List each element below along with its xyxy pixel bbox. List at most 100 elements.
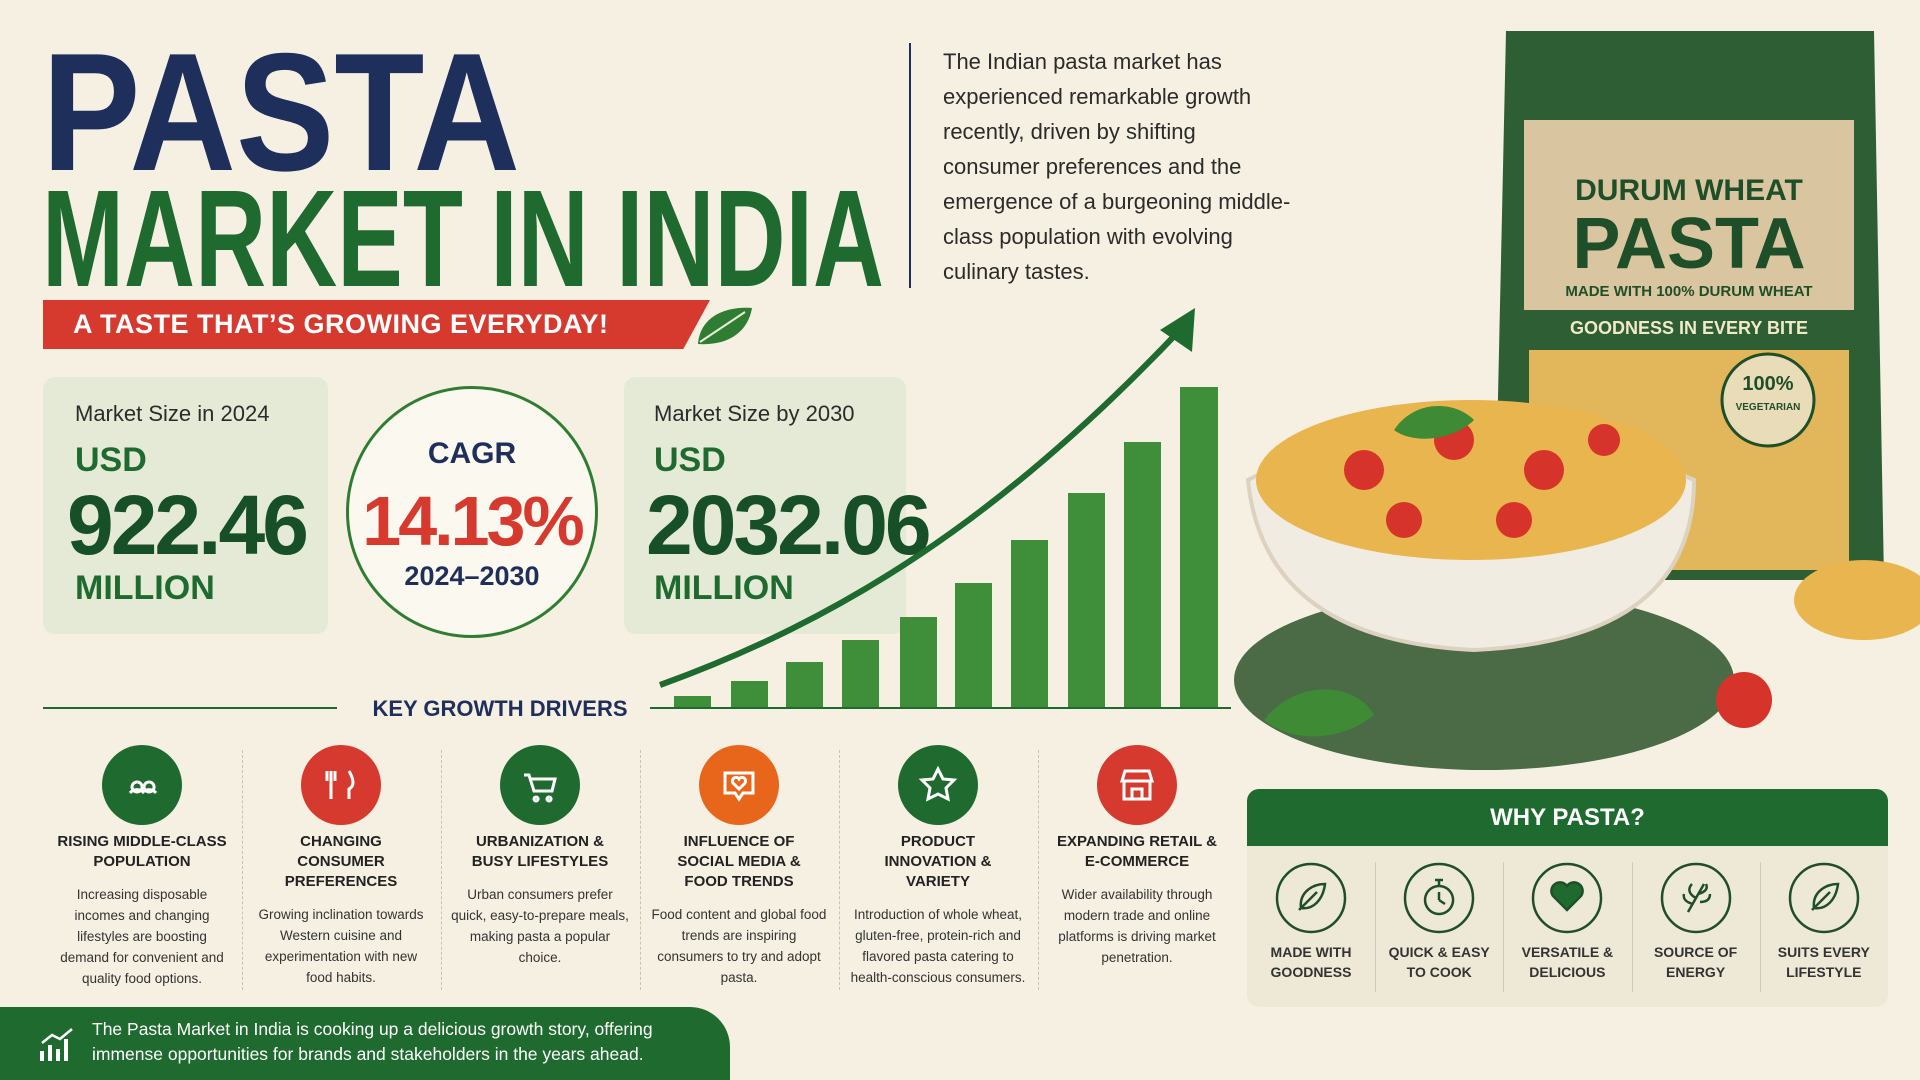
driver-separator bbox=[839, 750, 840, 990]
icon-circle bbox=[1660, 862, 1731, 934]
growth-illustration bbox=[658, 308, 1218, 708]
cagr-circle: CAGR 14.13% 2024–2030 bbox=[346, 386, 598, 638]
driver-icon bbox=[301, 745, 381, 825]
driver: RISING MIDDLE-CLASS POPULATION Increasing… bbox=[43, 740, 241, 989]
cagr-value: 14.13% bbox=[362, 482, 584, 560]
why-icon bbox=[1403, 862, 1475, 934]
footer: The Pasta Market in India is cooking up … bbox=[0, 1007, 730, 1080]
icon-glyph bbox=[1682, 883, 1711, 913]
icon-glyph bbox=[1810, 882, 1840, 911]
badge-top: 100% bbox=[1742, 373, 1793, 395]
driver: PRODUCT INNOVATION & VARIETY Introduction… bbox=[839, 740, 1037, 990]
bag-subtitle: MADE WITH 100% DURUM WHEAT bbox=[1565, 283, 1812, 300]
driver-icon bbox=[500, 745, 580, 825]
why-item: SUITS EVERY LIFESTYLE bbox=[1759, 846, 1888, 1007]
stat-value: 922.46 bbox=[67, 478, 309, 572]
drivers-rule bbox=[43, 707, 1231, 709]
driver: CHANGING CONSUMER PREFERENCES Growing inc… bbox=[242, 740, 440, 990]
icon-circle bbox=[1403, 862, 1475, 934]
driver: INFLUENCE OF SOCIAL MEDIA & FOOD TRENDS F… bbox=[640, 740, 838, 990]
driver-separator bbox=[441, 750, 442, 990]
icon-circle bbox=[1097, 745, 1177, 825]
title-art: PASTA MARKET IN INDIA bbox=[42, 18, 911, 300]
driver-text: Food content and global food trends are … bbox=[651, 907, 827, 985]
driver-title: PRODUCT INNOVATION & VARIETY bbox=[884, 833, 992, 890]
icon-circle bbox=[500, 745, 580, 825]
driver-text: Growing inclination towards Western cuis… bbox=[258, 907, 424, 985]
driver-text: Urban consumers prefer quick, easy-to-pr… bbox=[451, 887, 629, 965]
stat-card: Market Size in 2024 USD 922.46 MILLION bbox=[43, 377, 328, 634]
why-label: MADE WITH GOODNESS bbox=[1270, 944, 1352, 980]
stat-unit: MILLION bbox=[654, 569, 794, 607]
why-separator bbox=[1375, 862, 1377, 992]
why-box: WHY PASTA? MADE WITH GOODNESS QUICK & EAS… bbox=[1247, 789, 1888, 1007]
driver-icon bbox=[898, 745, 978, 825]
why-icon bbox=[1660, 862, 1731, 934]
why-separator bbox=[1503, 862, 1505, 992]
stat-value: 2032.06 bbox=[646, 478, 932, 572]
leaf-icon bbox=[698, 307, 752, 345]
driver-title: CHANGING CONSUMER PREFERENCES bbox=[284, 833, 398, 890]
icon-glyph bbox=[524, 773, 557, 803]
driver-title: URBANIZATION & BUSY LIFESTYLES bbox=[471, 833, 609, 870]
driver-separator bbox=[242, 750, 243, 990]
driver-separator bbox=[1038, 750, 1039, 990]
why-label: VERSATILE & DELICIOUS bbox=[1521, 944, 1614, 980]
footer-text: The Pasta Market in India is cooking up … bbox=[92, 1019, 653, 1064]
growth-bars bbox=[674, 387, 1218, 708]
why-icon bbox=[1532, 862, 1603, 934]
intro-text: The Indian pasta market has experienced … bbox=[943, 49, 1291, 284]
why-label: QUICK & EASY TO COOK bbox=[1388, 944, 1490, 980]
why-label: SUITS EVERY LIFESTYLE bbox=[1777, 944, 1870, 980]
driver-separator bbox=[640, 750, 641, 990]
why-item: MADE WITH GOODNESS bbox=[1247, 846, 1375, 1007]
bag-line1: DURUM WHEAT bbox=[1575, 174, 1803, 207]
tagline: A TASTE THAT’S GROWING EVERYDAY! bbox=[43, 300, 710, 349]
why-item: SOURCE OF ENERGY bbox=[1631, 846, 1760, 1007]
why-separator bbox=[1759, 862, 1761, 992]
icon-glyph bbox=[1550, 881, 1585, 912]
title-line2: MARKET IN INDIA bbox=[42, 162, 884, 300]
icon-circle bbox=[699, 745, 779, 825]
driver-text: Introduction of whole wheat, gluten-free… bbox=[850, 907, 1026, 985]
stat-unit: MILLION bbox=[75, 569, 215, 607]
stat-currency: USD bbox=[654, 441, 726, 479]
icon-circle bbox=[1275, 862, 1347, 934]
icon-circle bbox=[1788, 862, 1860, 934]
driver-icon bbox=[102, 745, 182, 825]
drivers-title: KEY GROWTH DRIVERS bbox=[372, 696, 628, 721]
icon-circle bbox=[898, 745, 978, 825]
stat-card: Market Size by 2030 USD 2032.06 MILLION bbox=[624, 377, 932, 634]
driver-title: EXPANDING RETAIL & E-COMMERCE bbox=[1056, 833, 1217, 870]
title-line1: PASTA bbox=[42, 18, 520, 206]
driver: URBANIZATION & BUSY LIFESTYLES Urban cons… bbox=[441, 740, 639, 990]
product-art: DURUM WHEAT PASTA MADE WITH 100% DURUM W… bbox=[1234, 31, 1920, 770]
why-icon bbox=[1788, 862, 1860, 934]
badge-bottom: VEGETARIAN bbox=[1736, 402, 1801, 413]
why-label: SOURCE OF ENERGY bbox=[1653, 944, 1738, 980]
icon-glyph bbox=[1298, 882, 1327, 911]
stat-currency: USD bbox=[75, 441, 147, 479]
icon-glyph bbox=[1424, 878, 1455, 916]
driver-text: Wider availability through modern trade … bbox=[1058, 887, 1216, 965]
icon-glyph bbox=[1119, 769, 1155, 801]
stat-label: Market Size by 2030 bbox=[654, 401, 855, 426]
why-item: QUICK & EASY TO COOK bbox=[1375, 846, 1503, 1007]
icon-glyph bbox=[723, 771, 755, 802]
bag-slogan: GOODNESS IN EVERY BITE bbox=[1570, 318, 1808, 338]
driver-title: INFLUENCE OF SOCIAL MEDIA & FOOD TRENDS bbox=[677, 833, 801, 890]
driver-title: RISING MIDDLE-CLASS POPULATION bbox=[57, 833, 227, 870]
cagr-period: 2024–2030 bbox=[404, 561, 540, 591]
bag-name: PASTA bbox=[1572, 204, 1805, 284]
driver: EXPANDING RETAIL & E-COMMERCE Wider avail… bbox=[1038, 740, 1236, 990]
icon-glyph bbox=[128, 780, 158, 795]
driver-text: Increasing disposable incomes and changi… bbox=[60, 887, 224, 986]
stat-label: Market Size in 2024 bbox=[75, 401, 270, 426]
icon-circle bbox=[1532, 862, 1603, 934]
why-title: WHY PASTA? bbox=[1247, 789, 1888, 846]
why-separator bbox=[1631, 862, 1633, 992]
driver-icon bbox=[699, 745, 779, 825]
why-icon bbox=[1275, 862, 1347, 934]
driver-icon bbox=[1097, 745, 1177, 825]
icon-circle bbox=[301, 745, 381, 825]
